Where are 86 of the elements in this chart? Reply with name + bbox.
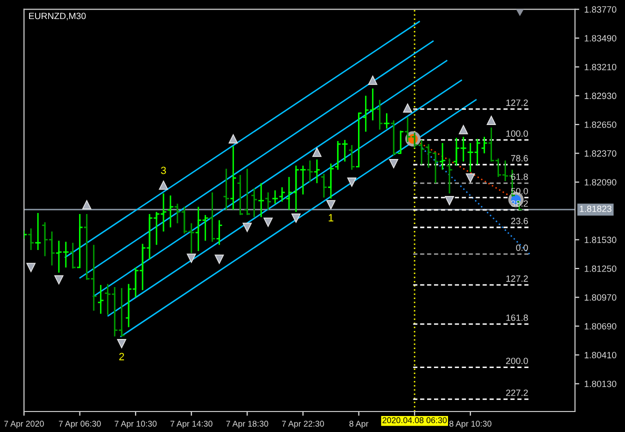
candlestick [76,213,84,268]
y-tick-label: 1.80690 [584,323,616,330]
y-tick-label: 1.82930 [584,92,616,100]
y-tick-label: 1.80130 [584,380,616,388]
candlestick [355,112,362,168]
x-tick-label: 8 Apr 10:30 [449,420,492,428]
ref-line-label: 1.81823 [580,206,612,212]
series-label: 23.6 [511,218,528,224]
y-tick-label: 1.83770 [584,6,616,13]
candlestick [258,182,265,218]
candlestick [446,158,453,194]
x-tick-label: 7 Apr 18:30 [226,420,268,428]
point [186,254,196,263]
point [158,180,168,190]
x-tick-label: 7 Apr 06:30 [58,420,101,428]
series-label: 227.2 [506,390,528,396]
candlestick [69,242,76,270]
candlestick [166,194,174,228]
series-label: 161.8 [506,314,528,321]
y-tick-label: 1.83490 [584,35,616,42]
annotation: 3 [160,166,166,174]
candlestick [27,228,34,251]
point [444,196,454,206]
point [312,148,322,157]
point [264,218,273,227]
candlestick [97,284,104,314]
series-label: 38.2 [511,200,528,207]
candlestick [244,168,251,216]
x-tick-label: 7 Apr 14:30 [170,420,212,428]
candlestick [250,188,258,218]
candlestick [34,212,42,251]
candlestick [230,145,237,211]
x-tick-label: 7 Apr 2020 [4,420,44,428]
candlestick [272,190,279,204]
candlestick [313,158,320,184]
candlestick [306,160,314,183]
x-tick-label: 7 Apr 22:30 [282,420,324,428]
annotation: 2 [119,352,124,360]
candlestick [278,186,286,202]
candlestick [222,168,230,211]
series-label: 200.0 [506,358,528,364]
candlestick [397,130,404,154]
y-tick-label: 1.80410 [584,352,616,358]
candlestick [480,136,488,154]
y-tick-label: 1.82370 [584,150,616,157]
point [458,125,468,134]
point [26,262,36,272]
candlestick [236,174,244,216]
x-tick-label: 7 Apr 10:30 [114,420,157,428]
y-tick-label: 1.81530 [584,236,616,244]
point [466,173,475,183]
candlestick [216,219,223,246]
candlestick [320,173,328,198]
y-tick-label: 1.83210 [584,64,616,70]
point [326,200,336,210]
annotation: 1 [328,214,334,222]
point [347,178,356,187]
point [389,159,398,168]
candlestick [348,144,356,170]
point [291,214,301,223]
point [368,76,378,85]
y-tick-label: 1.82090 [584,179,616,186]
candlestick [390,120,398,156]
candlestick [376,99,384,130]
point [82,200,92,210]
point [403,103,412,113]
x-tick-label: 8 Apr [349,420,368,428]
chart-title: EURNZD,M30 [29,12,86,20]
y-tick-label: 1.82650 [584,121,616,128]
series-label: 100.0 [506,130,528,137]
candlestick [208,192,216,242]
series-label: 127.2 [506,100,528,106]
series-label: 127.2 [506,275,528,282]
y-tick-label: 1.81250 [584,265,616,272]
candlestick [327,162,334,200]
point [242,222,252,232]
point [214,254,224,264]
point [54,275,64,284]
point [117,339,126,348]
point [486,116,496,125]
point [228,134,238,144]
ref-line-label: 2020.04.08 06:30 [382,417,447,424]
y-tick-label: 1.80970 [584,294,616,301]
series-label: 78.6 [511,155,528,162]
series-label: 0.0 [516,244,528,251]
candlestick [264,192,272,211]
